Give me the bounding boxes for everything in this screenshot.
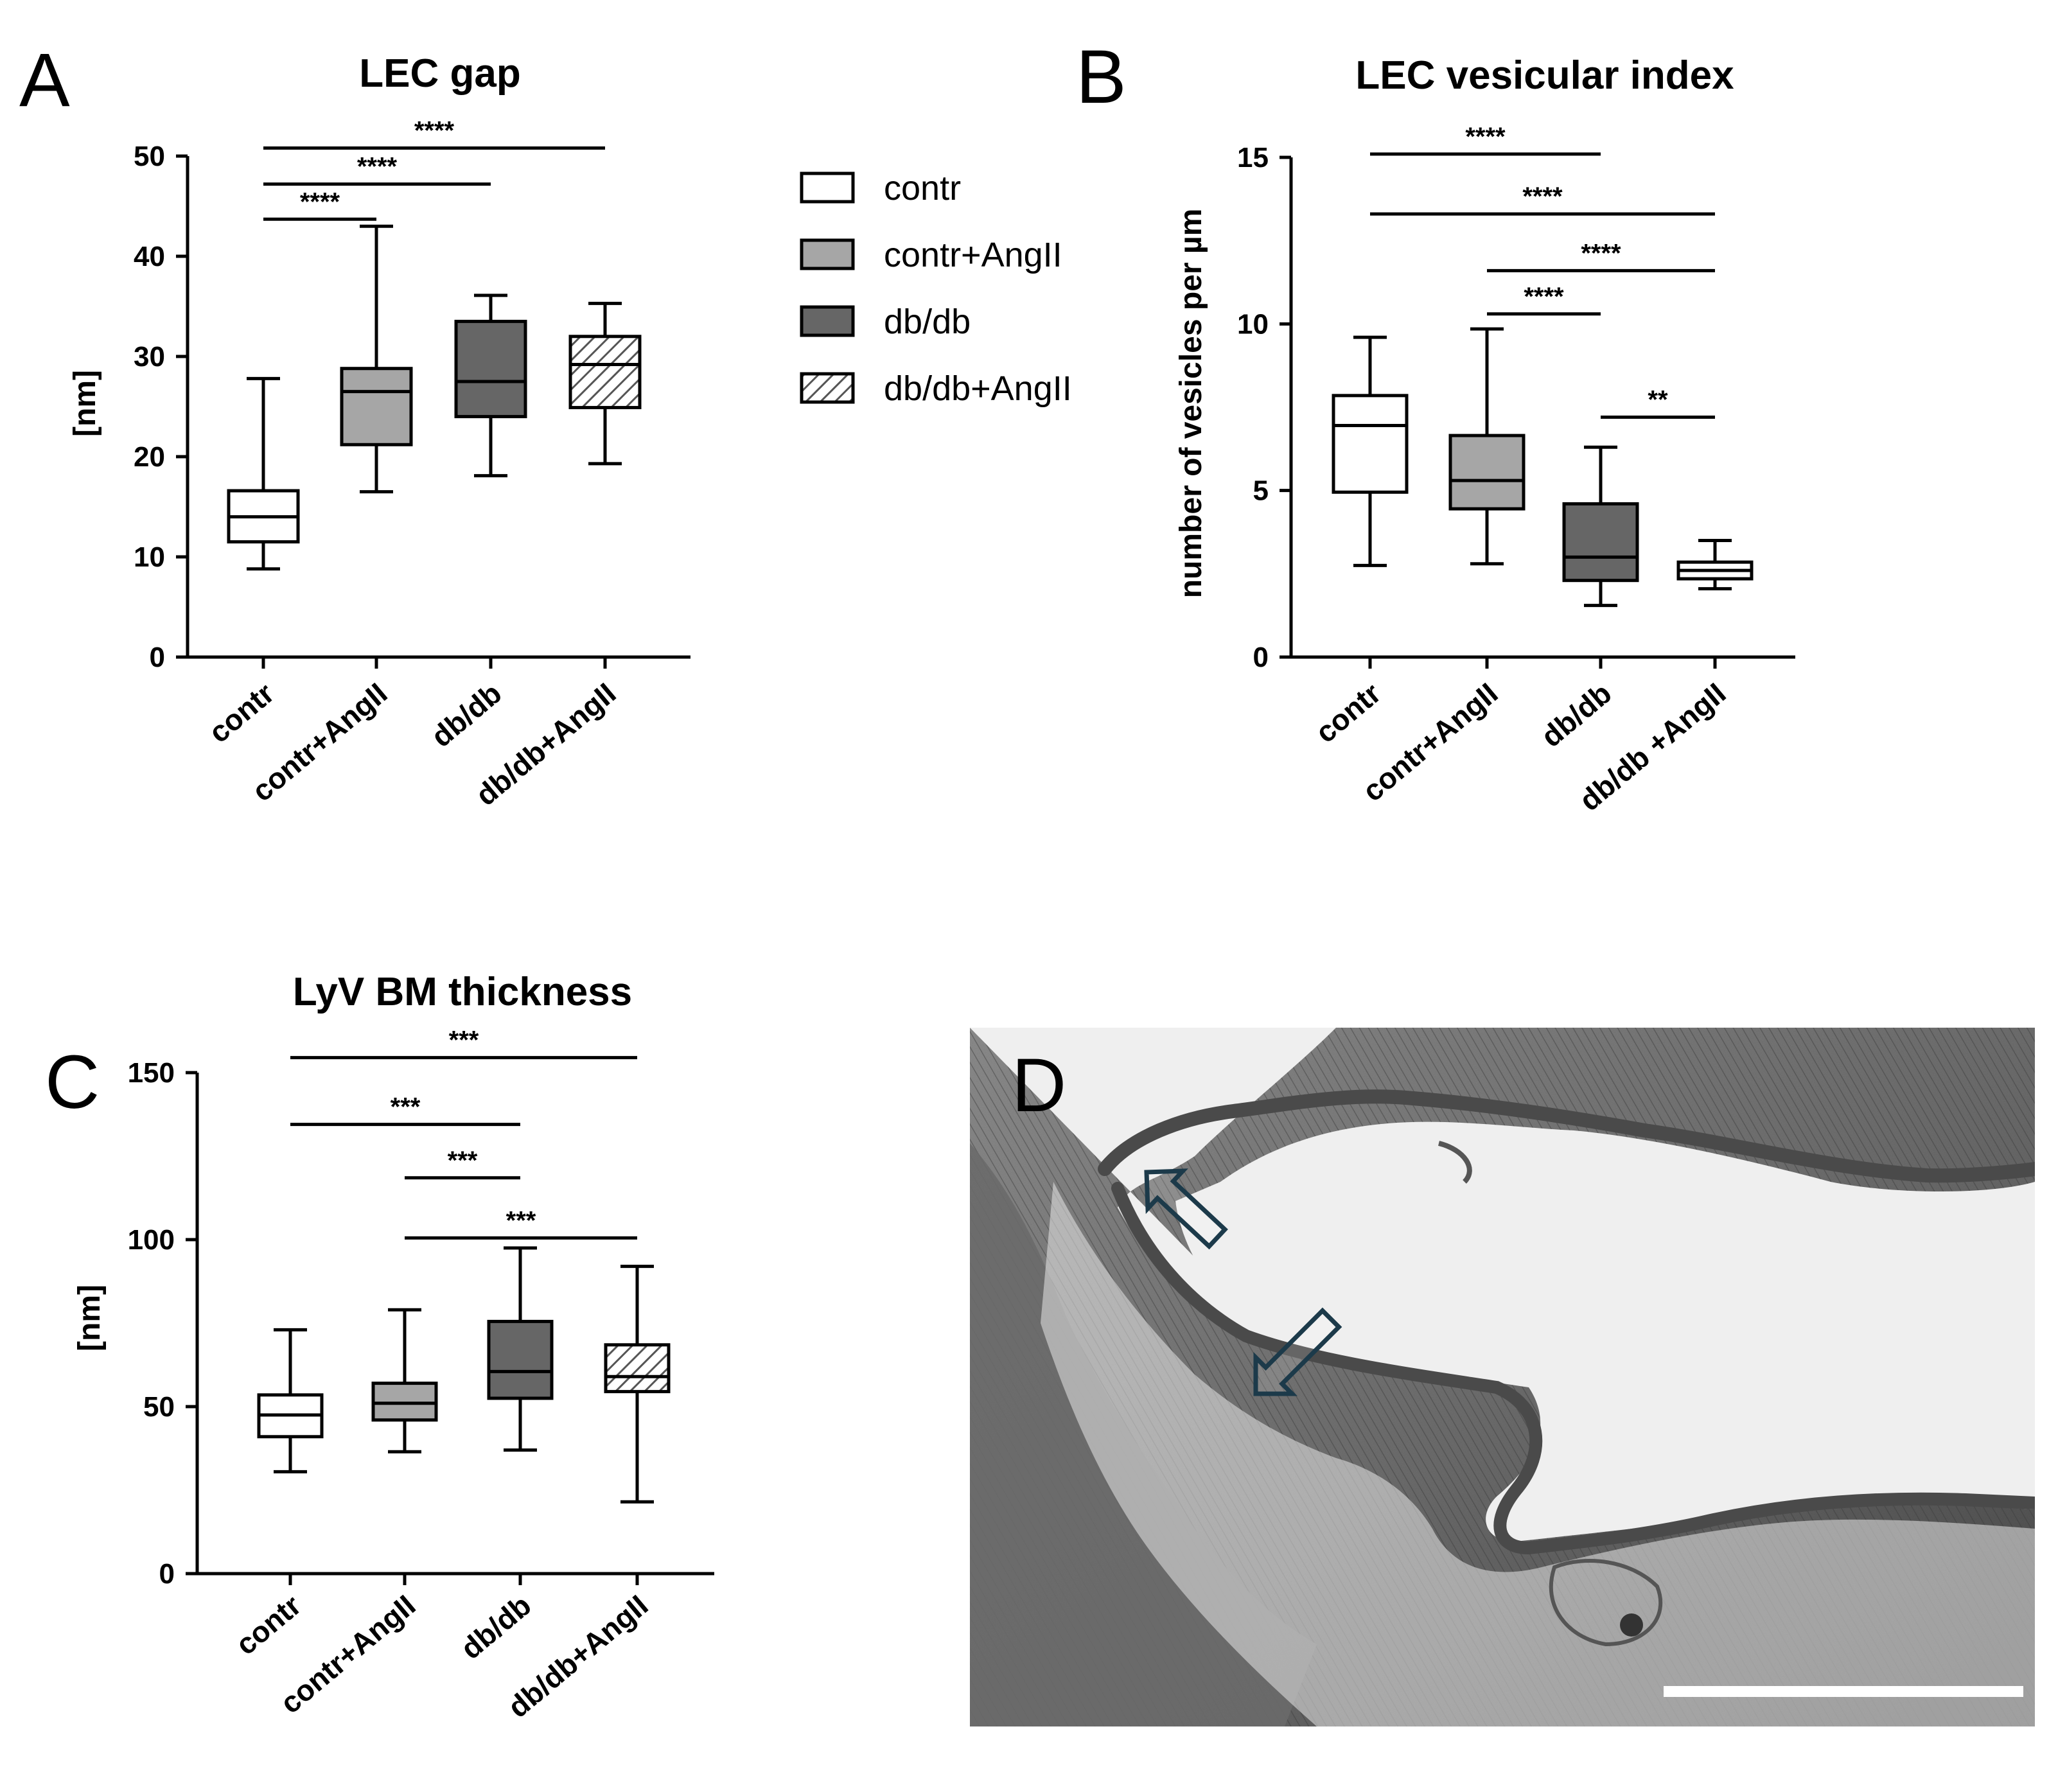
y-tick-label: 50 [134,141,165,172]
box-plot-db-db [487,1246,554,1452]
legend-label: contr+AngII [884,236,1062,274]
arrow-icon [1144,1168,1228,1250]
chart-title-b: LEC vesicular index [1355,53,1734,98]
significance-label: **** [1581,239,1621,267]
y-tick-label: 100 [128,1224,175,1256]
significance-label: **** [1524,283,1564,311]
box-plot-db-db-angii [568,301,642,466]
box-plot-contr-angii [371,1308,438,1454]
legend-swatch [800,171,855,204]
panel-letter-d: D [1012,1043,1066,1128]
organelle-dot [1620,1613,1643,1637]
y-tick-label: 20 [134,441,165,473]
y-tick-label: 30 [134,341,165,373]
legend-swatch [800,238,855,270]
iqr-box [568,335,642,410]
endothelial-lining-upper [1098,1089,2035,1183]
arrow-icon [1253,1307,1342,1396]
y-tick-label: 15 [1237,142,1269,173]
chart-title-a: LEC gap [359,51,520,96]
vessel-lumen [970,1028,2035,1542]
legend-label: contr [884,169,961,207]
significance-label: *** [506,1206,536,1234]
iqr-box [1332,394,1409,494]
box-plot-contr [227,376,300,571]
category-label: db/db [1535,676,1617,753]
panel-letter-c: C [45,1040,100,1125]
box-plot-contr-angii [340,224,413,494]
box-plot-contr-angii [1448,327,1526,566]
panel-a: A LEC gap [nm] 01020304050contrcontr+Ang… [19,38,690,812]
legend-label: db/db+AngII [884,369,1072,408]
y-tick-label: 50 [143,1391,175,1423]
y-tick-label: 0 [150,642,165,673]
iqr-box [371,1382,438,1422]
box-plot-contr [1332,335,1409,567]
scale-bar [1664,1686,2023,1697]
panel-c: C LyV BM thickness [nm] 050100150contrco… [45,970,714,1724]
y-tick-label: 5 [1253,475,1269,507]
endothelial-lining-lower [1111,1182,2035,1555]
legend: contr contr+AngII db/db db/db+AngII [800,169,1072,408]
y-axis-label-b: number of vesicles per µm [1174,209,1208,599]
vesicle [1438,1141,1472,1184]
box-plot-db-db-angii [604,1265,671,1504]
box-plot-db-db [454,294,527,478]
significance-label: *** [449,1026,479,1055]
panel-letter-a: A [19,38,70,123]
significance-label: *** [391,1093,421,1121]
y-tick-label: 10 [1237,308,1269,340]
category-label: db/db [425,676,507,753]
panel-letter-b: B [1076,35,1127,119]
y-tick-label: 0 [159,1558,175,1590]
significance-label: **** [1522,182,1563,211]
category-label: contr [1309,676,1387,750]
category-label: contr [229,1588,308,1662]
tem-micrograph-image: D [970,1028,2035,1726]
iqr-box [454,319,527,419]
y-tick-label: 0 [1253,642,1269,673]
y-axis-label-a: [nm] [68,370,102,437]
y-axis-label-c: [nm] [73,1285,107,1351]
category-label: db/db [454,1588,537,1665]
chart-title-c: LyV BM thickness [293,970,632,1014]
significance-label: **** [357,153,398,181]
iqr-box [604,1343,671,1394]
legend-label: db/db [884,303,971,341]
category-label: contr [202,676,281,750]
legend-swatch [800,372,855,404]
y-tick-label: 10 [134,541,165,573]
y-tick-label: 150 [128,1057,175,1089]
significance-label: **** [414,117,455,145]
iqr-box [340,367,413,446]
legend-swatch [800,305,855,337]
interstitial-space [1041,1182,2035,1726]
significance-label: ** [1648,386,1668,414]
box-plot-db-db-angii [1676,538,1754,591]
iqr-box [1448,434,1526,511]
iqr-box [487,1319,554,1400]
box-plot-db-db [1562,445,1639,608]
significance-label: **** [1465,123,1506,151]
panel-b: B LEC vesicular index number of vesicles… [1076,35,1795,818]
significance-label: **** [300,188,340,216]
organelle [1549,1559,1663,1647]
y-tick-label: 40 [134,241,165,272]
box-plot-contr [257,1328,324,1473]
iqr-box [1562,502,1639,583]
significance-label: *** [448,1146,478,1175]
